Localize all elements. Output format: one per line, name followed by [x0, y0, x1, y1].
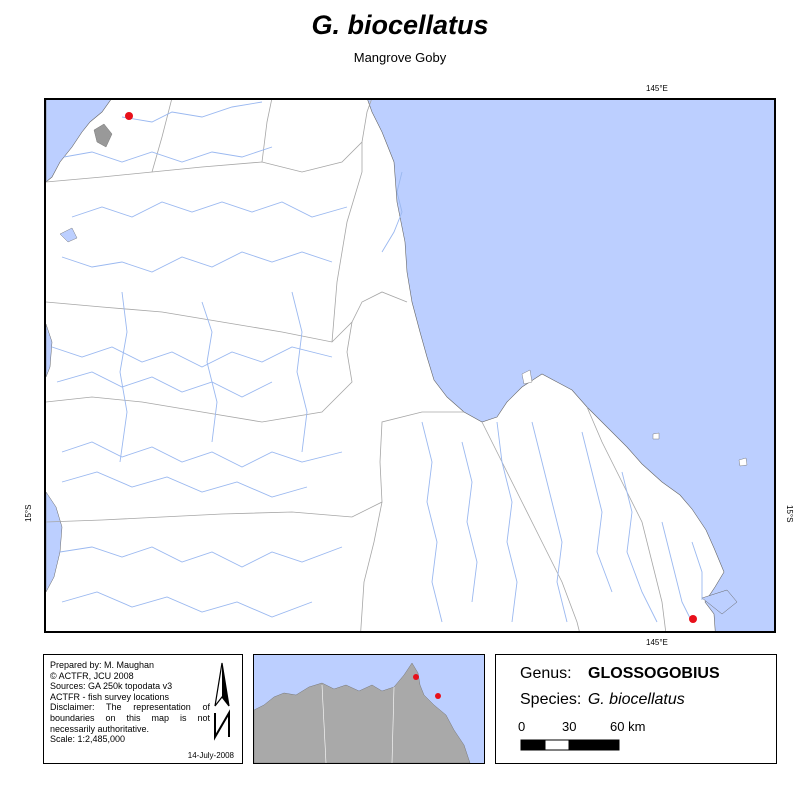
inset-record-east: [435, 693, 441, 699]
record-marker-south-east: [689, 615, 697, 623]
species-label: Species:: [520, 691, 582, 708]
catchment-boundaries: [46, 100, 667, 631]
credits-prepared-by: Prepared by: M. Maughan: [50, 660, 155, 670]
credits-scale: Scale: 1:2,485,000: [50, 734, 126, 745]
scale-tick-60: 60 km: [610, 719, 646, 734]
species-legend: Genus: GLOSSOGOBIUS Species: G. biocella…: [495, 654, 777, 764]
inset-australia-land: [254, 662, 471, 763]
credits-panel: Prepared by: M. Maughan © ACTFR, JCU 200…: [43, 654, 243, 764]
rivers: [51, 101, 703, 623]
inset-record-north: [413, 674, 419, 680]
gulf-sea-west-1: [46, 323, 53, 378]
main-map[interactable]: [44, 98, 776, 633]
map-subtitle: Mangrove Goby: [353, 50, 447, 65]
island-2: [738, 457, 748, 467]
map-title: G. biocellatus: [311, 10, 489, 40]
genus-row: Genus: GLOSSOGOBIUS: [520, 665, 720, 683]
genus-value: GLOSSOGOBIUS: [588, 665, 720, 682]
north-arrow-icon: [214, 662, 230, 741]
inlet-west: [59, 227, 78, 243]
credits-copyright: © ACTFR, JCU 2008: [50, 670, 134, 681]
left-latitude-label: 15°S: [24, 504, 33, 522]
coral-sea: [367, 100, 774, 631]
island-1: [521, 369, 533, 385]
bottom-longitude-label: 145°E: [646, 638, 668, 647]
species-row: Species: G. biocellatus: [520, 691, 685, 709]
top-longitude-label: 145°E: [646, 84, 668, 93]
gulf-sea-north: [46, 100, 111, 183]
gulf-sea-west-2: [46, 491, 63, 593]
scale-bar: [520, 739, 620, 751]
scale-tick-30: 30: [562, 719, 577, 734]
locator-inset-map: [254, 662, 471, 763]
species-value: G. biocellatus: [587, 691, 685, 708]
map-date: 14-July-2008: [187, 751, 234, 760]
record-marker-north-west: [125, 112, 133, 120]
genus-label: Genus:: [520, 665, 572, 682]
credits-text: Prepared by: M. Maughan © ACTFR, JCU 200…: [50, 660, 210, 745]
scale-tick-0: 0: [518, 719, 526, 734]
inset-state-borders: [321, 684, 395, 763]
inlet-north: [93, 123, 113, 148]
credits-survey: ACTFR - fish survey locations: [50, 691, 170, 702]
south-east-bay: [701, 589, 738, 615]
island-3: [652, 432, 660, 440]
right-latitude-label: 15°S: [785, 505, 794, 523]
locator-inset: [253, 654, 485, 764]
credits-disclaimer: Disclaimer: The representation of bounda…: [50, 702, 210, 734]
credits-sources: Sources: GA 250k topodata v3: [50, 681, 173, 692]
